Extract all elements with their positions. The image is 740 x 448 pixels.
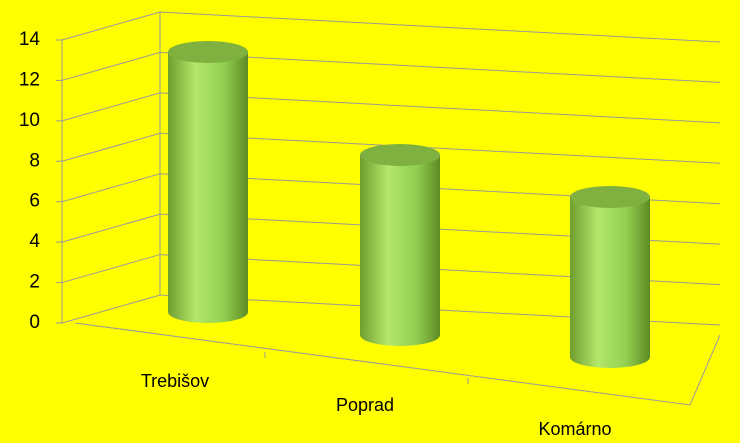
y-tick-label: 12 — [19, 69, 40, 90]
grid-line — [61, 213, 721, 245]
floor-edge — [74, 322, 721, 406]
y-tick-label: 10 — [19, 110, 40, 131]
grid-line — [61, 51, 721, 83]
bar — [168, 52, 248, 323]
x-tick-label: Poprad — [336, 395, 394, 415]
grid-line — [61, 254, 721, 286]
grid-line — [61, 294, 721, 326]
grid-line — [61, 92, 721, 124]
grid-line — [61, 173, 721, 205]
grid-line — [61, 11, 721, 43]
grid-line — [61, 132, 721, 164]
y-tick-label: 4 — [29, 231, 40, 252]
y-tick-label: 14 — [19, 29, 41, 50]
bar-top — [168, 41, 248, 63]
y-tick-label: 2 — [29, 272, 40, 293]
bar-top — [570, 186, 650, 208]
bar-top — [360, 144, 440, 166]
y-tick-label: 6 — [29, 191, 40, 212]
y-tick-label: 0 — [29, 312, 40, 333]
y-tick-label: 8 — [29, 150, 40, 171]
x-tick-label: Trebišov — [141, 371, 209, 391]
x-tick-label: Komárno — [538, 419, 611, 439]
bar — [570, 197, 650, 368]
bar — [360, 155, 440, 346]
